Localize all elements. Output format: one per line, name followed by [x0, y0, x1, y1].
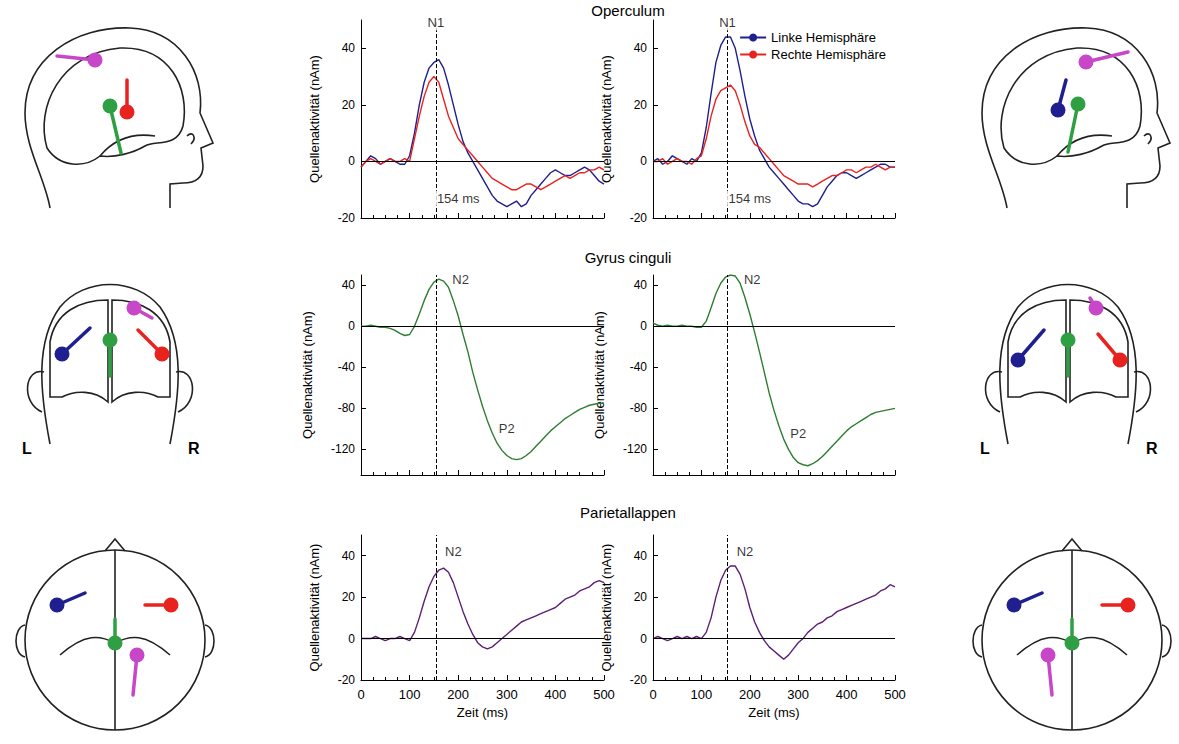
svg-text:Quellenaktivität (nAm): Quellenaktivität (nAm) — [307, 544, 322, 672]
svg-text:-80: -80 — [338, 401, 356, 415]
svg-text:N2: N2 — [452, 272, 469, 287]
svg-text:-80: -80 — [630, 401, 648, 415]
svg-text:Zeit (ms): Zeit (ms) — [457, 705, 508, 720]
svg-text:N1: N1 — [428, 15, 445, 30]
svg-text:Quellenaktivität (nAm): Quellenaktivität (nAm) — [599, 55, 614, 183]
svg-text:-40: -40 — [338, 360, 356, 374]
svg-text:R: R — [188, 440, 200, 457]
svg-text:-20: -20 — [630, 673, 648, 687]
svg-text:40: 40 — [634, 41, 648, 55]
svg-text:N1: N1 — [719, 15, 736, 30]
svg-text:154 ms: 154 ms — [728, 191, 771, 206]
svg-text:Parietallappen: Parietallappen — [580, 504, 676, 521]
svg-text:154 ms: 154 ms — [437, 191, 480, 206]
svg-text:500: 500 — [884, 687, 906, 702]
svg-text:Quellenaktivität (nAm): Quellenaktivität (nAm) — [307, 55, 322, 183]
svg-text:-20: -20 — [338, 673, 356, 687]
svg-text:L: L — [22, 440, 32, 457]
svg-text:40: 40 — [342, 278, 356, 292]
svg-text:Quellenaktivität (nAm): Quellenaktivität (nAm) — [599, 544, 614, 672]
svg-text:20: 20 — [634, 98, 648, 112]
svg-text:200: 200 — [739, 687, 761, 702]
svg-text:300: 300 — [496, 687, 518, 702]
svg-text:-20: -20 — [338, 211, 356, 225]
svg-text:-40: -40 — [630, 360, 648, 374]
svg-text:40: 40 — [342, 549, 356, 563]
svg-text:Linke Hemisphäre: Linke Hemisphäre — [771, 30, 876, 45]
svg-text:20: 20 — [634, 590, 648, 604]
svg-text:Rechte Hemisphäre: Rechte Hemisphäre — [771, 47, 886, 62]
svg-text:0: 0 — [348, 632, 355, 646]
svg-text:N2: N2 — [445, 544, 462, 559]
svg-text:Operculum: Operculum — [591, 2, 664, 19]
svg-text:Quellenaktivität (nAm): Quellenaktivität (nAm) — [300, 311, 315, 439]
svg-text:100: 100 — [691, 687, 713, 702]
svg-text:Zeit (ms): Zeit (ms) — [748, 705, 799, 720]
svg-text:Quellenaktivität (nAm): Quellenaktivität (nAm) — [592, 311, 607, 439]
svg-text:500: 500 — [593, 687, 615, 702]
svg-text:0: 0 — [640, 319, 647, 333]
svg-text:0: 0 — [640, 632, 647, 646]
svg-text:-120: -120 — [331, 442, 355, 456]
svg-text:300: 300 — [787, 687, 809, 702]
svg-text:0: 0 — [649, 687, 656, 702]
svg-text:40: 40 — [342, 41, 356, 55]
svg-text:-20: -20 — [630, 211, 648, 225]
svg-text:0: 0 — [357, 687, 364, 702]
svg-text:400: 400 — [545, 687, 567, 702]
svg-text:400: 400 — [836, 687, 858, 702]
svg-text:40: 40 — [634, 549, 648, 563]
svg-text:0: 0 — [640, 154, 647, 168]
svg-text:N2: N2 — [744, 272, 761, 287]
svg-text:100: 100 — [399, 687, 421, 702]
svg-text:R: R — [1146, 440, 1158, 457]
svg-text:200: 200 — [447, 687, 469, 702]
svg-text:20: 20 — [342, 590, 356, 604]
svg-text:0: 0 — [348, 154, 355, 168]
svg-text:P2: P2 — [790, 426, 806, 441]
svg-text:-120: -120 — [623, 442, 647, 456]
svg-text:Gyrus cinguli: Gyrus cinguli — [585, 249, 672, 266]
svg-text:20: 20 — [342, 98, 356, 112]
svg-text:0: 0 — [348, 319, 355, 333]
svg-text:40: 40 — [634, 278, 648, 292]
svg-text:N2: N2 — [737, 544, 754, 559]
svg-text:P2: P2 — [499, 421, 515, 436]
svg-text:L: L — [980, 440, 990, 457]
